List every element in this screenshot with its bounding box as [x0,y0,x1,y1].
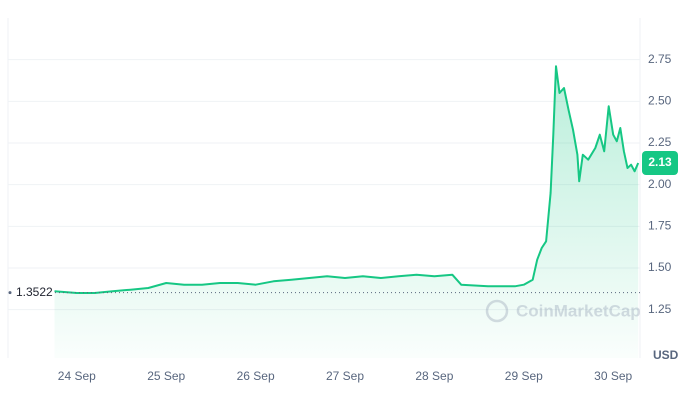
x-tick-label: 26 Sep [237,369,275,383]
x-tick-label: 27 Sep [326,369,364,383]
y-tick-label: 2.25 [648,135,672,149]
y-tick-label: 2.00 [648,177,672,191]
price-line [54,65,640,294]
y-tick-label: 1.25 [648,302,672,316]
price-badge-label: 2.13 [648,155,672,169]
y-tick-label: 1.75 [648,219,672,233]
y-tick-label: 2.50 [648,94,672,108]
reference-label: 1.3522 [16,285,53,299]
price-badge [642,151,678,175]
x-tick-label: 29 Sep [505,369,543,383]
watermark: CoinMarketCap [485,299,641,323]
plot: 1.25 1.50 1.75 2.00 2.25 2.50 2.75 24 Sep 25 Sep… [7,18,678,383]
reference-dot [8,291,12,295]
x-tick-label: 28 Sep [415,369,453,383]
x-tick-label: 24 Sep [58,369,96,383]
y-tick-label: 1.50 [648,260,672,274]
x-tick-label: 25 Sep [147,369,185,383]
currency-label: USD [653,348,679,362]
watermark-text: CoinMarketCap [516,301,641,320]
x-tick-label: 30 Sep [594,369,632,383]
y-tick-label: 2.75 [648,52,672,66]
